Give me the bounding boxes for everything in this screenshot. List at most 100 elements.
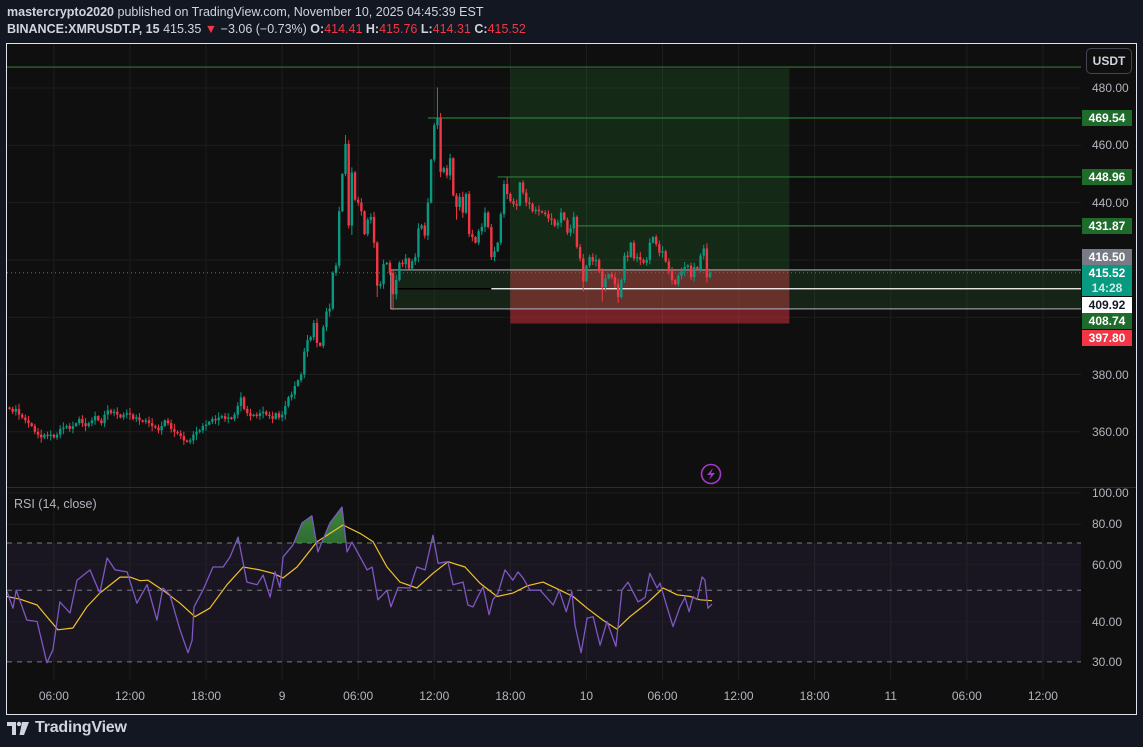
candle [192,430,195,445]
currency-button[interactable]: USDT [1086,48,1132,74]
candle [442,166,445,174]
candle [322,324,325,349]
candle [448,153,452,180]
candle [414,253,417,266]
candle [569,224,572,237]
candle [173,423,176,437]
tradingview-logo[interactable]: TradingView [7,719,127,737]
author-name[interactable]: mastercrypto2020 [7,5,115,19]
candle [496,241,499,253]
candle [59,425,62,439]
price-badge: 469.54 [1082,110,1132,126]
candle [100,418,103,426]
time-tick-label: 18:00 [191,689,222,703]
chart-frame[interactable] [6,43,1137,715]
candle [179,430,182,440]
candle [138,413,141,425]
candle [27,415,30,428]
candle [578,243,582,262]
price-tick-label: 440.00 [1092,195,1129,210]
candle [693,262,696,282]
lightning-icon[interactable] [700,463,722,485]
candle [683,261,686,277]
candle [429,158,433,204]
time-tick-label: 12:00 [114,689,145,703]
candle [525,188,528,207]
candle [30,422,33,427]
candle [160,421,163,435]
candle [464,192,468,215]
candle [417,223,420,263]
candle [639,251,642,266]
candle [401,259,404,268]
candle [328,303,331,317]
candle [502,180,506,218]
symbol-name[interactable]: BINANCE:XMRUSDT.P, 15 [7,22,160,36]
candle [559,208,563,228]
candle [509,192,512,203]
candle [410,259,414,271]
candle [379,281,382,289]
candle [125,409,128,419]
candle [471,229,474,242]
candle [252,413,255,417]
candle [426,198,430,240]
candle [620,278,623,299]
candle [537,205,541,216]
candle [629,241,633,258]
ohlc-label: L: [420,22,433,36]
down-arrow-icon: ▼ [204,22,218,36]
ohlc-label: O: [310,22,325,36]
candle [280,410,284,422]
candle [572,211,575,234]
candle [686,264,690,269]
time-tick-label: 18:00 [799,689,830,703]
price-grid [7,87,1081,433]
rsi-legend-title[interactable]: RSI (14, close) [14,497,97,511]
candle [17,403,21,420]
time-tick-label: 18:00 [495,689,526,703]
candle [97,415,100,422]
candle [255,412,258,419]
candle [556,219,560,229]
candle [436,87,439,129]
price-pane[interactable] [7,66,1083,445]
candle [350,167,354,235]
price-badge: 431.87 [1082,218,1132,234]
candle [220,414,224,420]
candle [198,428,201,434]
time-tick-label: 12:00 [723,689,754,703]
candle [201,423,205,434]
rsi-line[interactable] [7,506,713,664]
long-position-stop-zone[interactable] [510,269,790,324]
candle [277,410,281,420]
drawing-tools[interactable] [7,66,1083,324]
candle [661,246,664,258]
candle [613,273,617,288]
candle [116,407,119,420]
candle [55,432,59,440]
candle [40,429,43,443]
candle [62,422,65,435]
candle [439,112,442,178]
candle [531,202,534,213]
candle [483,207,487,233]
candle [261,406,265,419]
candle [353,170,357,202]
candle [214,415,217,425]
last-price: 415.35 [163,22,202,36]
candle [493,246,496,262]
rsi-pane[interactable] [7,492,1081,664]
candle [553,218,556,228]
tradingview-logo-icon [7,721,29,735]
candle [651,236,655,244]
candle [461,191,465,218]
candle [689,262,693,281]
candle [185,439,189,443]
candle [154,424,157,430]
long-position-target-zone[interactable] [510,68,790,270]
candle [654,234,658,247]
candle [550,213,553,225]
rsi-ma-line[interactable] [7,524,713,631]
